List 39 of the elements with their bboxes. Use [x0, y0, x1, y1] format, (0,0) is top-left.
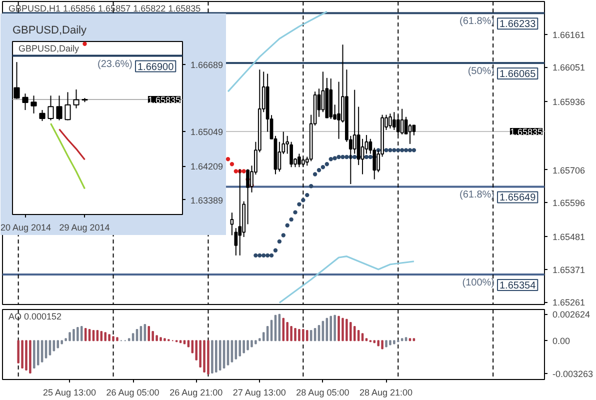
y-tick-label: 1.66051 — [552, 62, 586, 73]
y-tick-label: 1.65596 — [552, 198, 586, 208]
x-tick-label: 29 Aug 2014 — [59, 222, 110, 232]
x-tick-label: 27 Aug 13:00 — [232, 388, 286, 398]
chart-title: GBPUSD,Daily — [12, 24, 87, 36]
x-tick-label: 28 Aug 21:00 — [359, 388, 413, 398]
ref-line-label: 1.66065 — [500, 69, 536, 80]
y-tick-label: 1.65261 — [552, 298, 586, 308]
ref-line-label: 1.66233 — [500, 19, 536, 30]
y-tick-label: 1.64209 — [190, 162, 224, 172]
y-tick-label: 1.63389 — [190, 195, 224, 206]
y-tick-label: -0.003263 — [552, 369, 594, 380]
ref-line-label: 1.65835 — [510, 126, 543, 137]
ref-line-label: 1.65354 — [500, 280, 536, 292]
ref-line-label: 1.65835 — [148, 94, 181, 105]
x-tick-label: 25 Aug 13:00 — [42, 388, 96, 398]
annotation: (23.6%) — [97, 58, 132, 70]
ref-line-label: 1.65649 — [500, 192, 536, 204]
y-tick-label: 1.65706 — [552, 165, 586, 176]
y-tick-label: 0.002624 — [552, 310, 590, 320]
x-tick-label: 26 Aug 21:00 — [170, 388, 223, 398]
y-tick-label: 1.66689 — [190, 60, 224, 70]
y-tick-label: 1.65936 — [552, 96, 586, 107]
annotation: (100%) — [462, 277, 495, 288]
annotation: (61.8%) — [459, 16, 494, 28]
ref-line-label: 1.66900 — [138, 62, 174, 73]
y-tick-label: 1.65371 — [552, 264, 586, 275]
annotation: (50%) — [468, 66, 495, 78]
x-tick-label: 26 Aug 05:00 — [106, 388, 160, 398]
chart-subtitle: GBPUSD,Daily — [18, 44, 80, 54]
y-tick-label: 1.66161 — [552, 30, 586, 40]
y-tick-label: 1.65049 — [190, 127, 224, 138]
chart-title: GBPUSD,H1 1.65856 1.65857 1.65822 1.65835 — [8, 4, 201, 14]
y-tick-label: 1.65481 — [552, 232, 586, 242]
y-tick-label: 0.00 — [552, 336, 570, 346]
chart-title: AO 0.000152 — [8, 312, 62, 322]
x-tick-label: 28 Aug 05:00 — [296, 388, 350, 398]
annotation: (61.8%) — [459, 190, 494, 201]
x-tick-label: 20 Aug 2014 — [0, 222, 52, 232]
